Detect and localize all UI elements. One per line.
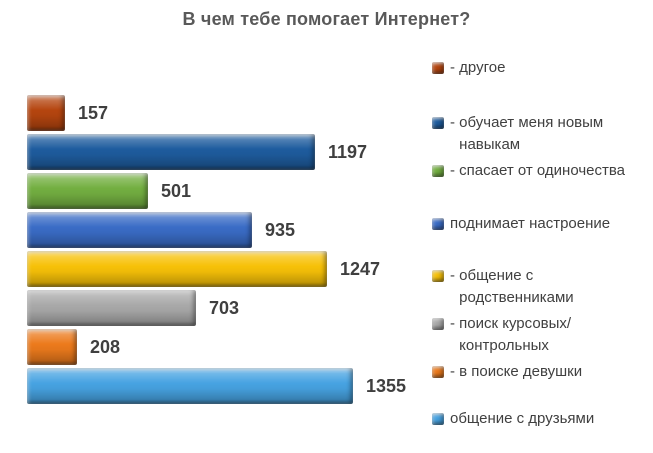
- legend-item: общение с друзьями: [432, 408, 653, 430]
- legend-label: другое: [459, 59, 506, 76]
- bar-value-label: 501: [161, 180, 192, 201]
- bar-row: 703: [27, 290, 427, 326]
- bar-row: 935: [27, 212, 427, 248]
- legend-dash-prefix: -: [450, 267, 460, 284]
- bar-row: 1247: [27, 251, 427, 287]
- legend-label: обучает меня новым навыкам: [459, 114, 604, 153]
- legend-label: в поиске девушки: [459, 363, 583, 380]
- legend-dash-prefix: -: [450, 114, 460, 131]
- bar-value-label: 1355: [366, 375, 407, 396]
- bar-поднимает настроение: [27, 212, 252, 248]
- legend-color-marker: [432, 117, 444, 129]
- legend-dash-prefix: -: [450, 363, 460, 380]
- bar-поиск курсовых/контрольных: [27, 290, 196, 326]
- legend-color-marker: [432, 62, 444, 74]
- bar-общение с друзьями: [27, 368, 353, 404]
- plot-area: 157 1197 501 935 1247 703 208 1355: [27, 95, 427, 404]
- legend-label: спасает от одиночества: [459, 162, 626, 179]
- bar-value-label: 157: [78, 102, 109, 123]
- legend-label: общение с родственниками: [459, 267, 574, 306]
- bar-обучает меня новым навыкам: [27, 134, 315, 170]
- bar-row: 1355: [27, 368, 427, 404]
- bar-value-label: 703: [209, 297, 240, 318]
- bar-value-label: 935: [265, 219, 296, 240]
- legend-item: - обучает меня новым навыкам: [432, 112, 653, 156]
- bar-row: 1197: [27, 134, 427, 170]
- legend-color-marker: [432, 318, 444, 330]
- legend-item: - в поиске девушки: [432, 361, 653, 383]
- legend-color-marker: [432, 413, 444, 425]
- legend-label: общение с друзьями: [450, 410, 595, 427]
- legend: - другое - обучает меня новым навыкам - сп…: [432, 57, 653, 430]
- legend-color-marker: [432, 165, 444, 177]
- bar-row: 208: [27, 329, 427, 365]
- legend-item: - другое: [432, 57, 653, 79]
- chart-title: В чем тебе помогает Интернет?: [182, 9, 471, 29]
- bar-row: 157: [27, 95, 427, 131]
- legend-item: - общение с родственниками: [432, 265, 653, 309]
- bar-value-label: 1197: [328, 141, 368, 162]
- bar-в поиске девушки: [27, 329, 77, 365]
- legend-label: поднимает настроение: [450, 215, 611, 232]
- bar-value-label: 208: [90, 336, 121, 357]
- legend-item: - спасает от одиночества: [432, 160, 653, 182]
- legend-color-marker: [432, 366, 444, 378]
- bar-спасает от одиночества: [27, 173, 148, 209]
- bar-row: 501: [27, 173, 427, 209]
- bar-общение с родственниками: [27, 251, 327, 287]
- legend-item: - поиск курсовых/контрольных: [432, 313, 653, 357]
- legend-label: поиск курсовых/контрольных: [459, 315, 572, 354]
- legend-dash-prefix: -: [450, 162, 460, 179]
- legend-color-marker: [432, 218, 444, 230]
- legend-dash-prefix: -: [450, 59, 460, 76]
- legend-color-marker: [432, 270, 444, 282]
- bar-другое: [27, 95, 65, 131]
- bar-value-label: 1247: [340, 258, 381, 279]
- legend-dash-prefix: -: [450, 315, 460, 332]
- legend-item: поднимает настроение: [432, 213, 653, 235]
